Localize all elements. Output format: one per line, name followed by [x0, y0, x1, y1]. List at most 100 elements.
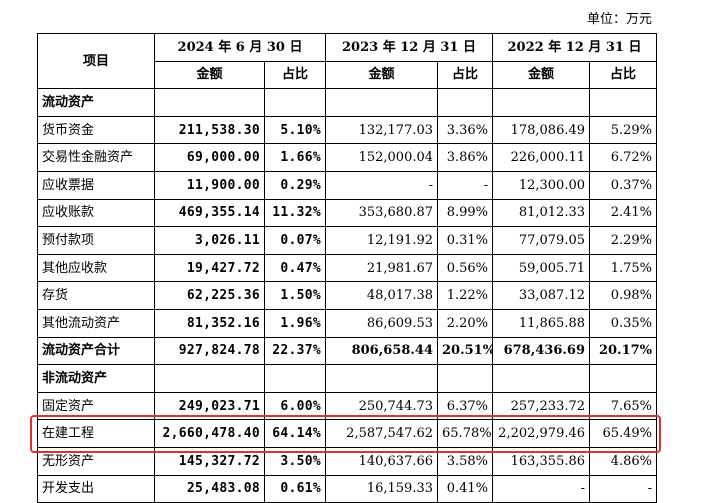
row-label: 其他应收款: [37, 253, 155, 283]
ratio-cell: 22.37%: [263, 336, 327, 366]
amount-cell: 469,355.14: [154, 198, 265, 228]
ratio-cell: 8.99%: [437, 198, 494, 228]
table-row: 无形资产 145,327.72 3.50% 140,637.66 3.58% 163,35…: [37, 446, 658, 476]
empty-cell: [154, 88, 265, 117]
row-label: 应收账款: [37, 198, 155, 228]
table-row: 应收账款 469,355.14 11.32% 353,680.87 8.99% 81,01…: [37, 198, 658, 228]
ratio-cell: 1.96%: [263, 308, 327, 338]
ratio-cell: 5.29%: [589, 115, 658, 145]
empty-cell: [325, 88, 439, 117]
amount-cell: 132,177.03: [325, 115, 439, 145]
ratio-cell: 2.29%: [589, 226, 658, 255]
empty-cell: [154, 364, 265, 393]
amount-cell: 211,538.30: [154, 115, 265, 145]
ratio-cell: 0.47%: [263, 253, 327, 283]
ratio-cell: 0.35%: [589, 308, 658, 338]
ratio-cell: 1.75%: [589, 253, 658, 283]
amount-cell: 927,824.78: [154, 336, 265, 366]
ratio-cell: 1.66%: [263, 143, 327, 172]
table-row: 其他应收款 19,427.72 0.47% 21,981.67 0.56% 59,005.…: [37, 253, 658, 283]
row-label: 流动资产: [37, 88, 155, 117]
amount-cell: 12,191.92: [325, 226, 439, 255]
header-item: 项目: [37, 32, 155, 90]
section-row: 流动资产: [37, 88, 658, 117]
header-ratio: 占比: [437, 60, 494, 90]
ratio-cell: 0.31%: [437, 226, 494, 255]
ratio-cell: 20.51%: [437, 336, 494, 366]
ratio-cell: 2.41%: [589, 198, 658, 228]
header-period-2023: 2023 年 12 月 31 日: [325, 33, 494, 62]
ratio-cell: 0.61%: [263, 474, 327, 503]
empty-cell: [492, 88, 591, 117]
ratio-cell: -: [437, 170, 494, 200]
empty-cell: [437, 364, 494, 393]
row-label: 流动资产合计: [37, 336, 155, 366]
ratio-cell: -: [589, 474, 658, 503]
unit-label: 单位：万元: [586, 12, 652, 27]
empty-cell: [437, 88, 494, 117]
table-row: 预付款项 3,026.11 0.07% 12,191.92 0.31% 77,079.05…: [37, 226, 658, 255]
row-label: 开发支出: [37, 474, 155, 503]
table-row: 货币资金 211,538.30 5.10% 132,177.03 3.36% 178,08…: [37, 115, 658, 145]
empty-cell: [263, 88, 327, 117]
empty-cell: [263, 364, 327, 393]
ratio-cell: 1.50%: [263, 281, 327, 310]
empty-cell: [325, 364, 439, 393]
ratio-cell: 20.17%: [589, 336, 658, 366]
ratio-cell: 11.32%: [263, 198, 327, 228]
ratio-cell: 3.86%: [437, 143, 494, 172]
header-amount: 金额: [492, 60, 591, 90]
header-amount: 金额: [325, 60, 439, 90]
row-label: 应收票据: [37, 170, 155, 200]
table-row: 存货 62,225.36 1.50% 48,017.38 1.22% 33,087.12 0…: [37, 281, 658, 310]
header-period-2024: 2024 年 6 月 30 日: [153, 33, 327, 62]
empty-cell: [492, 364, 591, 393]
amount-cell: 77,079.05: [492, 226, 591, 255]
ratio-cell: 6.72%: [589, 143, 658, 172]
ratio-cell: 65.78%: [437, 419, 494, 448]
table-row: 在建工程 2,660,478.40 64.14% 2,587,547.62 65.78%…: [37, 419, 658, 448]
row-label: 交易性金融资产: [37, 143, 155, 172]
header-ratio: 占比: [589, 60, 658, 90]
amount-cell: 81,012.33: [492, 198, 591, 228]
amount-cell: 19,427.72: [154, 253, 265, 283]
ratio-cell: 0.41%: [437, 474, 494, 503]
table-row: 应收票据 11,900.00 0.29% - -12,300.00 0.37%: [37, 170, 658, 200]
total-row: 流动资产合计 927,824.78 22.37% 806,658.44 20.51% 67…: [37, 336, 658, 366]
amount-cell: 11,900.00: [154, 170, 265, 200]
amount-cell: 353,680.87: [325, 198, 439, 228]
amount-cell: 2,202,979.46: [492, 419, 591, 448]
amount-cell: 140,637.66: [325, 446, 439, 476]
amount-cell: 12,300.00: [492, 170, 591, 200]
header-row-columns: 金额 占比 金额 占比 金额 占比: [38, 60, 658, 90]
header-ratio: 占比: [263, 60, 327, 90]
amount-cell: 21,981.67: [325, 253, 439, 283]
amount-cell: 11,865.88: [492, 308, 591, 338]
amount-cell: 33,087.12: [492, 281, 591, 310]
amount-cell: -: [325, 170, 439, 200]
amount-cell: 152,000.04: [325, 143, 439, 172]
header-period-2022: 2022 年 12 月 31 日: [492, 33, 658, 62]
row-label: 非流动资产: [37, 364, 155, 393]
amount-cell: 2,587,547.62: [325, 419, 439, 448]
ratio-cell: 0.07%: [263, 226, 327, 255]
section-row: 非流动资产: [37, 364, 658, 393]
amount-cell: 25,483.08: [154, 474, 265, 503]
table-row: 交易性金融资产 69,000.00 1.66% 152,000.04 3.86% 226,…: [37, 143, 658, 172]
amount-cell: 178,086.49: [492, 115, 591, 145]
amount-cell: 59,005.71: [492, 253, 591, 283]
amount-cell: 86,609.53: [325, 308, 439, 338]
empty-cell: [589, 88, 658, 117]
ratio-cell: 1.22%: [437, 281, 494, 310]
amount-cell: 62,225.36: [154, 281, 265, 310]
ratio-cell: 0.98%: [589, 281, 658, 310]
table-row: 开发支出 25,483.08 0.61% 16,159.33 0.41% - -: [37, 474, 658, 503]
amount-cell: 806,658.44: [325, 336, 439, 366]
empty-cell: [589, 364, 658, 393]
header-amount: 金额: [154, 60, 265, 90]
ratio-cell: 5.10%: [263, 115, 327, 145]
highlight-box: [30, 415, 661, 453]
ratio-cell: 0.37%: [589, 170, 658, 200]
balance-sheet-table: 项目 2024 年 6 月 30 日 2023 年 12 月 31 日 2022…: [37, 32, 658, 503]
row-label: 其他流动资产: [37, 308, 155, 338]
